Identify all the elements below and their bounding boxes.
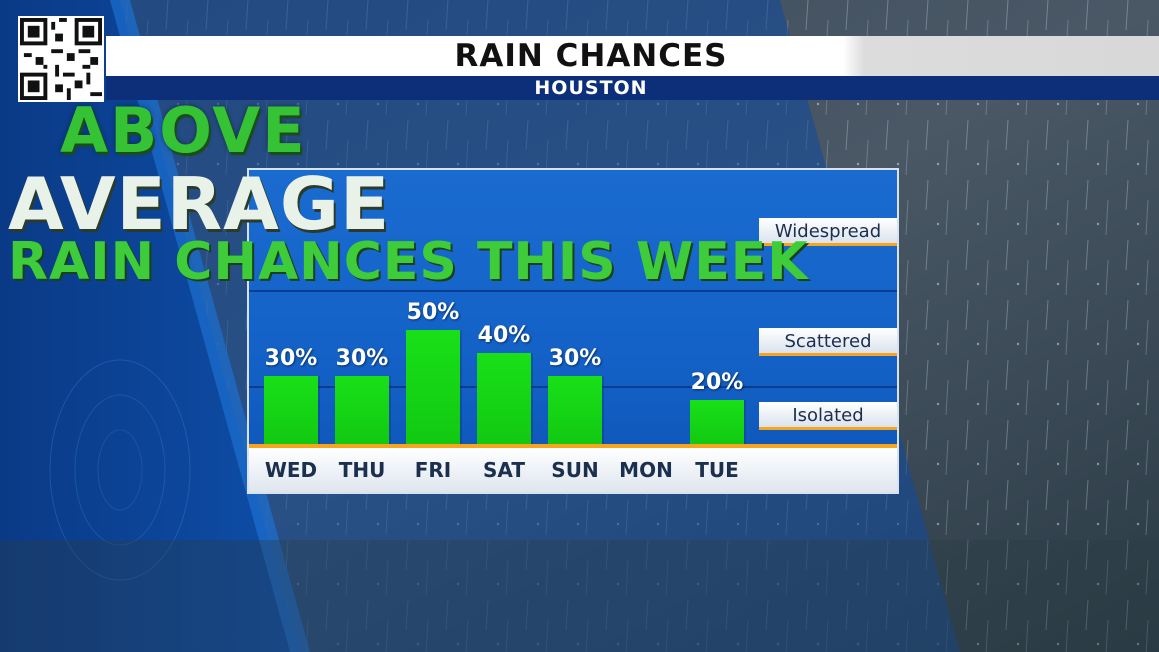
bar-wed: [264, 376, 318, 446]
band-divider-upper: [249, 290, 897, 292]
tick-label-tue: TUE: [695, 458, 739, 482]
chart-title: RAIN CHANCES: [454, 38, 728, 74]
title-banner: [106, 36, 1159, 76]
value-label-sat: 40%: [477, 323, 531, 349]
headline-line-1: ABOVE: [60, 94, 307, 167]
x-axis-line: [249, 444, 897, 448]
band-label-isolated: Isolated: [759, 402, 897, 430]
bar-fri: [406, 330, 460, 446]
value-label-wed: 30%: [264, 346, 318, 372]
qr-code-icon: [20, 18, 102, 100]
value-label-sun: 30%: [548, 346, 602, 372]
tick-label-wed: WED: [264, 458, 318, 482]
tick-label-mon: MON: [619, 458, 673, 482]
qr-code[interactable]: [18, 16, 104, 102]
value-label-fri: 50%: [406, 300, 460, 325]
x-axis-strip: [249, 448, 897, 492]
bar-tue: [690, 399, 744, 446]
band-label-scattered: Scattered: [759, 328, 897, 356]
band-label-widespread: Widespread: [759, 218, 897, 246]
tick-label-fri: FRI: [414, 458, 452, 482]
tick-label-sat: SAT: [483, 458, 525, 482]
bar-thu: [335, 376, 389, 446]
headline-line-3: RAIN CHANCES THIS WEEK: [8, 232, 809, 292]
bar-sat: [477, 353, 531, 446]
value-label-thu: 30%: [335, 346, 389, 372]
tick-label-sun: SUN: [551, 458, 599, 482]
chart-subtitle: HOUSTON: [534, 77, 648, 99]
subtitle-banner: [106, 76, 1159, 100]
bar-sun: [548, 376, 602, 446]
tick-label-thu: THU: [338, 458, 386, 482]
headline-line-2: AVERAGE: [8, 162, 391, 246]
value-label-tue: 20%: [690, 369, 744, 395]
